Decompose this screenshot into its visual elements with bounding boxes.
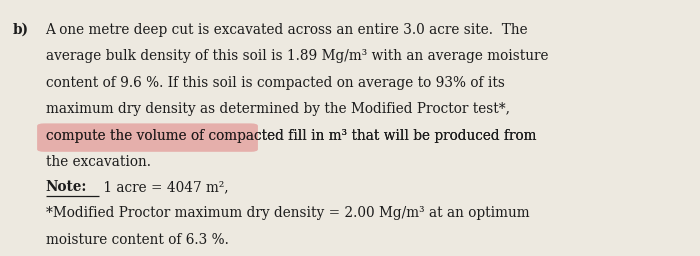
Text: average bulk density of this soil is 1.89 Mg/m³ with an average moisture: average bulk density of this soil is 1.8…	[46, 49, 548, 63]
Text: compute the volume of compacted fill in m³ that will be produced from: compute the volume of compacted fill in …	[46, 129, 536, 143]
Text: *Modified Proctor maximum dry density = 2.00 Mg/m³ at an optimum: *Modified Proctor maximum dry density = …	[46, 206, 529, 220]
Text: 1 acre = 4047 m²,: 1 acre = 4047 m²,	[99, 180, 228, 194]
Text: the excavation.: the excavation.	[46, 155, 150, 169]
Text: b): b)	[13, 23, 29, 37]
Text: compute the volume of compacted fill in m³ that will be produced from: compute the volume of compacted fill in …	[46, 129, 536, 143]
Text: Note:: Note:	[46, 180, 87, 194]
FancyBboxPatch shape	[37, 123, 258, 152]
Text: content of 9.6 %. If this soil is compacted on average to 93% of its: content of 9.6 %. If this soil is compac…	[46, 76, 505, 90]
Text: moisture content of 6.3 %.: moisture content of 6.3 %.	[46, 233, 228, 247]
Text: maximum dry density as determined by the Modified Proctor test*,: maximum dry density as determined by the…	[46, 102, 510, 116]
Text: A one metre deep cut is excavated across an entire 3.0 acre site.  The: A one metre deep cut is excavated across…	[46, 23, 528, 37]
